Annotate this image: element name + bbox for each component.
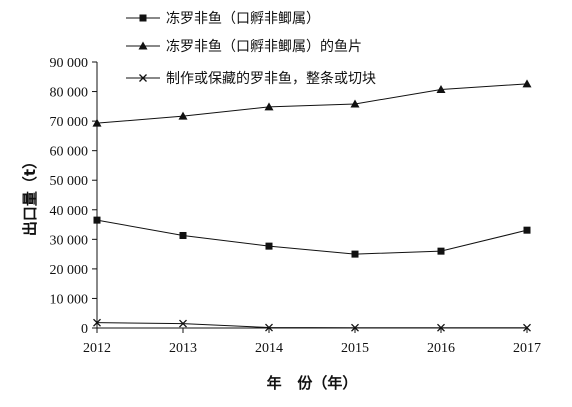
y-tick-label: 40 000 — [50, 204, 89, 219]
legend-marker — [138, 41, 148, 50]
legend-item: 冻罗非鱼（口孵非鲫属）的鱼片 — [126, 38, 362, 55]
x-tick-label: 2014 — [255, 341, 283, 356]
y-tick-label: 0 — [81, 322, 88, 337]
legend-marker — [139, 14, 147, 22]
legend-item: 冻罗非鱼（口孵非鲫属） — [126, 10, 320, 27]
data-point — [92, 118, 102, 127]
series-2 — [92, 79, 532, 127]
x-tick-label: 2015 — [341, 341, 369, 356]
series-line — [96, 322, 527, 329]
legend-marker — [139, 74, 147, 82]
data-point — [437, 247, 445, 255]
series-line — [96, 83, 528, 124]
data-point — [351, 250, 359, 258]
series-line — [96, 219, 528, 255]
y-tick-label: 80 000 — [50, 86, 89, 101]
y-tick-label: 70 000 — [50, 115, 89, 130]
legend-label: 冻罗非鱼（口孵非鲫属） — [166, 10, 320, 27]
data-point — [264, 102, 274, 111]
legend-label: 制作或保藏的罗非鱼，整条或切块 — [166, 70, 376, 87]
data-point — [437, 323, 445, 332]
data-point — [179, 319, 187, 328]
axes — [96, 62, 527, 329]
data-point — [265, 242, 273, 250]
data-point — [350, 99, 360, 108]
data-point — [265, 323, 273, 332]
data-point — [522, 79, 532, 88]
y-tick-label: 10 000 — [50, 292, 89, 307]
y-tick-label: 60 000 — [50, 145, 89, 160]
x-tick-label: 2012 — [83, 341, 111, 356]
data-point — [436, 84, 446, 93]
y-tick-label: 90 000 — [50, 56, 89, 71]
data-point — [523, 323, 531, 332]
data-point — [351, 323, 359, 332]
y-axis-label: 出口量（t） — [21, 154, 39, 236]
series-1 — [93, 216, 531, 258]
x-tick-label: 2017 — [513, 341, 541, 356]
series-group — [92, 79, 532, 332]
y-tick-label: 20 000 — [50, 263, 89, 278]
data-point — [523, 226, 531, 234]
y-axis-ticks: 0 10 000 20 000 30 000 40 000 50 000 60 000 70 … — [50, 56, 97, 337]
x-tick-label: 2016 — [427, 341, 455, 356]
legend-label: 冻罗非鱼（口孵非鲫属）的鱼片 — [166, 38, 362, 55]
x-axis-label: 年 份（年） — [267, 374, 358, 392]
data-point — [93, 216, 101, 224]
data-point — [178, 111, 188, 120]
data-point — [93, 318, 101, 327]
x-axis-ticks: 2012 2013 2014 2015 2016 2017 — [83, 328, 541, 356]
y-tick-label: 30 000 — [50, 233, 89, 248]
data-point — [179, 231, 187, 239]
legend-item: 制作或保藏的罗非鱼，整条或切块 — [126, 70, 376, 87]
y-tick-label: 50 000 — [50, 174, 89, 189]
x-tick-label: 2013 — [169, 341, 197, 356]
series-3 — [93, 318, 531, 332]
